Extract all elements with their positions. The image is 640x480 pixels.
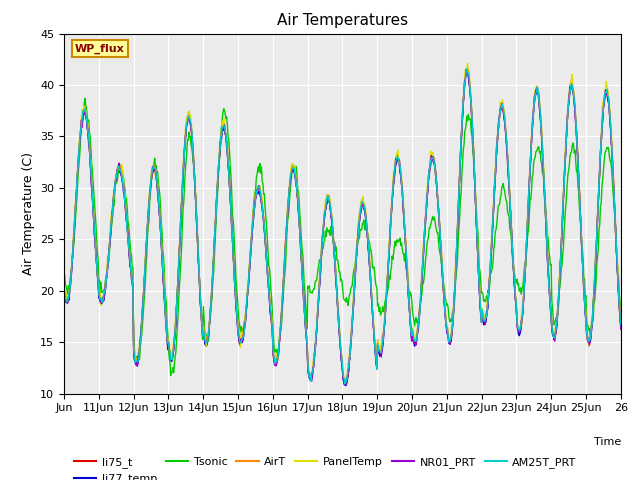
Title: Air Temperatures: Air Temperatures xyxy=(277,13,408,28)
Legend: li75_t, li77_temp, Tsonic, AirT, PanelTemp, NR01_PRT, AM25T_PRT: li75_t, li77_temp, Tsonic, AirT, PanelTe… xyxy=(70,453,581,480)
Text: Time: Time xyxy=(593,437,621,447)
Y-axis label: Air Temperature (C): Air Temperature (C) xyxy=(22,152,35,275)
Text: WP_flux: WP_flux xyxy=(75,44,125,54)
